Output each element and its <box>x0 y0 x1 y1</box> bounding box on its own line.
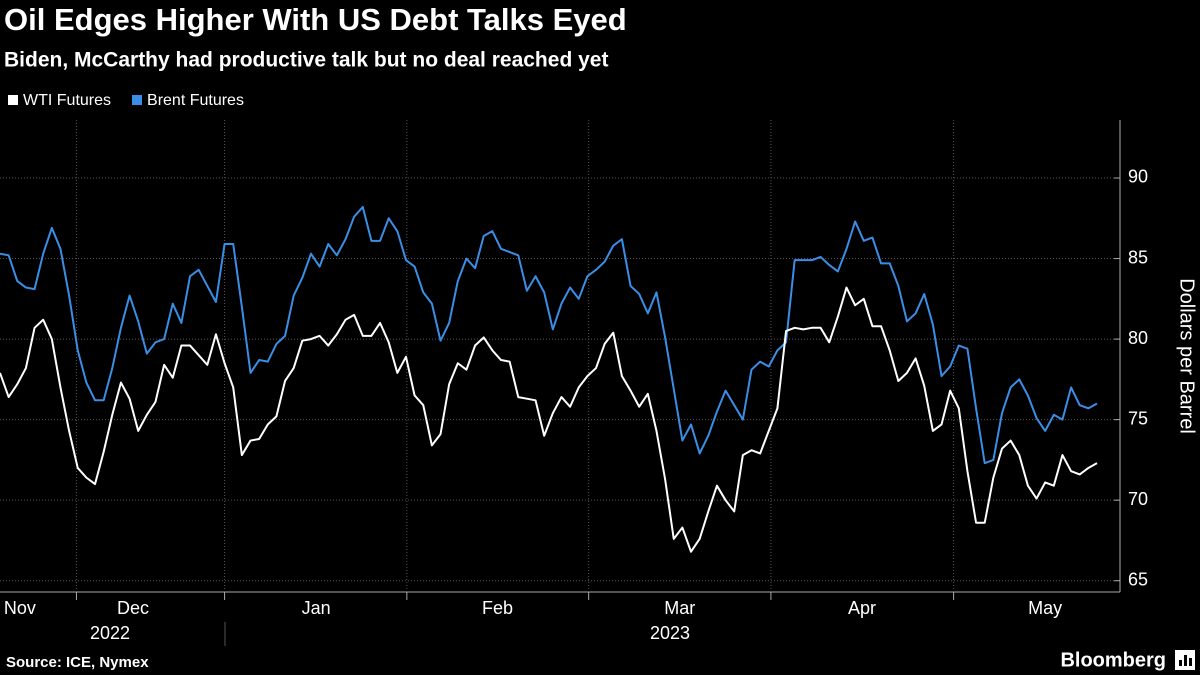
year-label: 2022 <box>90 623 130 643</box>
x-tick-label: May <box>1028 598 1062 618</box>
x-tick-label: Mar <box>664 598 695 618</box>
y-tick-label: 90 <box>1128 167 1148 187</box>
legend-label: WTI Futures <box>23 92 111 109</box>
legend-swatch <box>8 95 18 105</box>
y-tick-label: 85 <box>1128 247 1148 267</box>
series-line <box>0 286 1098 553</box>
source: Source: ICE, Nymex <box>6 654 149 671</box>
brand-icon <box>1175 650 1195 670</box>
y-tick-label: 80 <box>1128 328 1148 348</box>
year-label: 2023 <box>650 623 690 643</box>
y-axis-label: Dollars per Barrel <box>1176 278 1198 434</box>
x-tick-label: Apr <box>848 598 876 618</box>
brand: Bloomberg <box>1060 649 1166 671</box>
y-tick-label: 75 <box>1128 408 1148 428</box>
y-tick-label: 65 <box>1128 569 1148 589</box>
series-line <box>0 205 1098 465</box>
x-tick-label: Jan <box>302 598 331 618</box>
x-tick-label: Dec <box>117 598 149 618</box>
legend-label: Brent Futures <box>147 92 244 109</box>
legend-swatch <box>132 95 143 105</box>
chart-subtitle: Biden, McCarthy had productive talk but … <box>4 49 608 72</box>
x-tick-label: Feb <box>482 598 513 618</box>
chart-title: Oil Edges Higher With US Debt Talks Eyed <box>4 2 627 37</box>
y-tick-label: 70 <box>1128 489 1148 509</box>
x-tick-label: Nov <box>4 598 36 618</box>
